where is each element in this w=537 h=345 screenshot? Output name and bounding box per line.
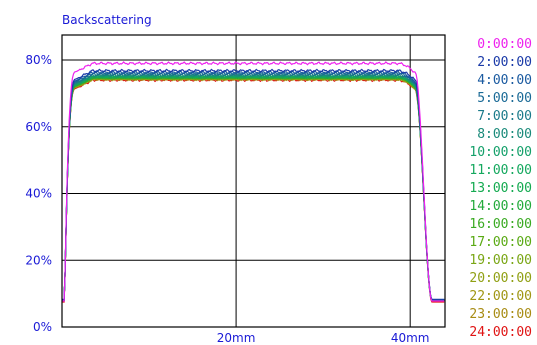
series-line — [62, 74, 445, 301]
series-line — [62, 73, 445, 301]
legend-entry: 24:00:00 — [469, 325, 532, 340]
series-line — [62, 72, 445, 301]
series-line — [62, 75, 445, 301]
x-tick-label: 20mm — [217, 331, 256, 345]
legend-entry: 13:00:00 — [469, 181, 532, 196]
series-line — [62, 77, 445, 301]
legend-entry: 8:00:00 — [477, 127, 532, 142]
series-line — [62, 76, 445, 301]
legend-entry: 5:00:00 — [477, 91, 532, 106]
chart-title: Backscattering — [62, 13, 152, 27]
legend-entry: 0:00:00 — [477, 37, 532, 52]
series-line — [62, 61, 445, 302]
y-tick-label: 80% — [25, 53, 52, 67]
y-tick-label: 0% — [33, 320, 52, 334]
legend-entry: 7:00:00 — [477, 109, 532, 124]
legend-entry: 2:00:00 — [477, 55, 532, 70]
series-line — [62, 70, 445, 301]
series-lines — [62, 61, 445, 303]
legend-entry: 19:00:00 — [469, 253, 532, 268]
plot-frame — [61, 34, 446, 328]
legend-entry: 4:00:00 — [477, 73, 532, 88]
legend-entry: 11:00:00 — [469, 163, 532, 178]
y-tick-label: 20% — [25, 253, 52, 267]
legend-entry: 16:00:00 — [469, 217, 532, 232]
x-axis-ticks: 20mm 40mm — [217, 331, 430, 345]
y-tick-label: 40% — [25, 187, 52, 201]
series-line — [62, 75, 445, 301]
series-line — [62, 68, 445, 300]
series-line — [62, 76, 445, 301]
x-tick-label: 40mm — [391, 331, 430, 345]
legend-entry: 22:00:00 — [469, 289, 532, 304]
series-line — [62, 77, 445, 303]
legend-entry: 23:00:00 — [469, 307, 532, 322]
series-line — [62, 73, 445, 301]
series-line — [62, 75, 445, 301]
legend-entry: 17:00:00 — [469, 235, 532, 250]
legend-entry: 20:00:00 — [469, 271, 532, 286]
series-line — [62, 71, 445, 301]
series-line — [62, 74, 445, 301]
y-tick-label: 60% — [25, 120, 52, 134]
legend: 0:00:00 2:00:00 4:00:00 5:00:00 7:00:00 8:00:… — [469, 37, 532, 340]
legend-entry: 10:00:00 — [469, 145, 532, 160]
y-axis-ticks: 0% 20% 40% 60% 80% — [25, 53, 52, 334]
legend-entry: 14:00:00 — [469, 199, 532, 214]
series-line — [62, 76, 445, 301]
